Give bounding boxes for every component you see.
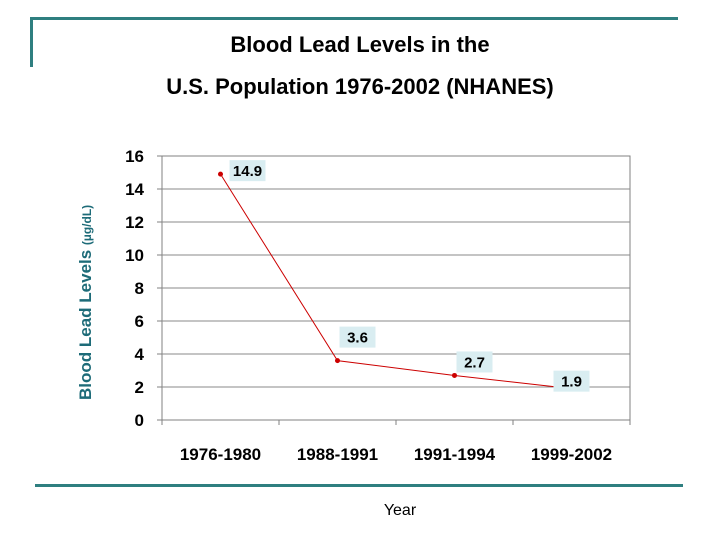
y-axis-label-unit: (µg/dL) (80, 204, 94, 246)
data-label-bg (339, 326, 376, 348)
y-tick-label: 4 (135, 345, 145, 364)
y-tick-label: 2 (135, 378, 144, 397)
x-tick-label: 1991-1994 (414, 445, 496, 464)
y-axis-label-text: Blood Lead Levels (76, 249, 95, 400)
y-tick-label: 0 (135, 411, 144, 430)
y-tick-label: 16 (125, 147, 144, 166)
data-point (218, 171, 223, 177)
y-tick-label: 12 (125, 213, 144, 232)
x-tick-label: 1988-1991 (297, 445, 378, 464)
x-tick-label: 1976-1980 (180, 445, 261, 464)
data-point (335, 358, 340, 364)
y-tick-label: 14 (125, 180, 144, 199)
chart-title-line2: U.S. Population 1976-2002 (NHANES) (166, 74, 554, 99)
data-label: 14.9 (233, 163, 262, 180)
data-label: 1.9 (561, 374, 582, 391)
x-axis-label: Year (383, 502, 417, 519)
data-point (452, 372, 457, 378)
chart-title-line1: Blood Lead Levels in the (230, 32, 490, 57)
y-tick-label: 8 (135, 279, 144, 298)
bottom-rule (35, 484, 683, 487)
data-label-bg (229, 160, 266, 182)
y-tick-label: 10 (125, 246, 144, 265)
data-label-bg (456, 351, 493, 373)
data-label: 2.7 (464, 354, 485, 371)
x-tick-label: 1999-2002 (531, 445, 612, 464)
left-rule (30, 17, 33, 67)
y-tick-label: 6 (135, 312, 144, 331)
series-line (220, 173, 572, 390)
y-axis-label: Blood Lead Levels (µg/dL) (76, 205, 96, 400)
data-label-bg (553, 370, 590, 392)
data-label: 3.6 (347, 330, 368, 347)
top-rule (30, 17, 678, 20)
